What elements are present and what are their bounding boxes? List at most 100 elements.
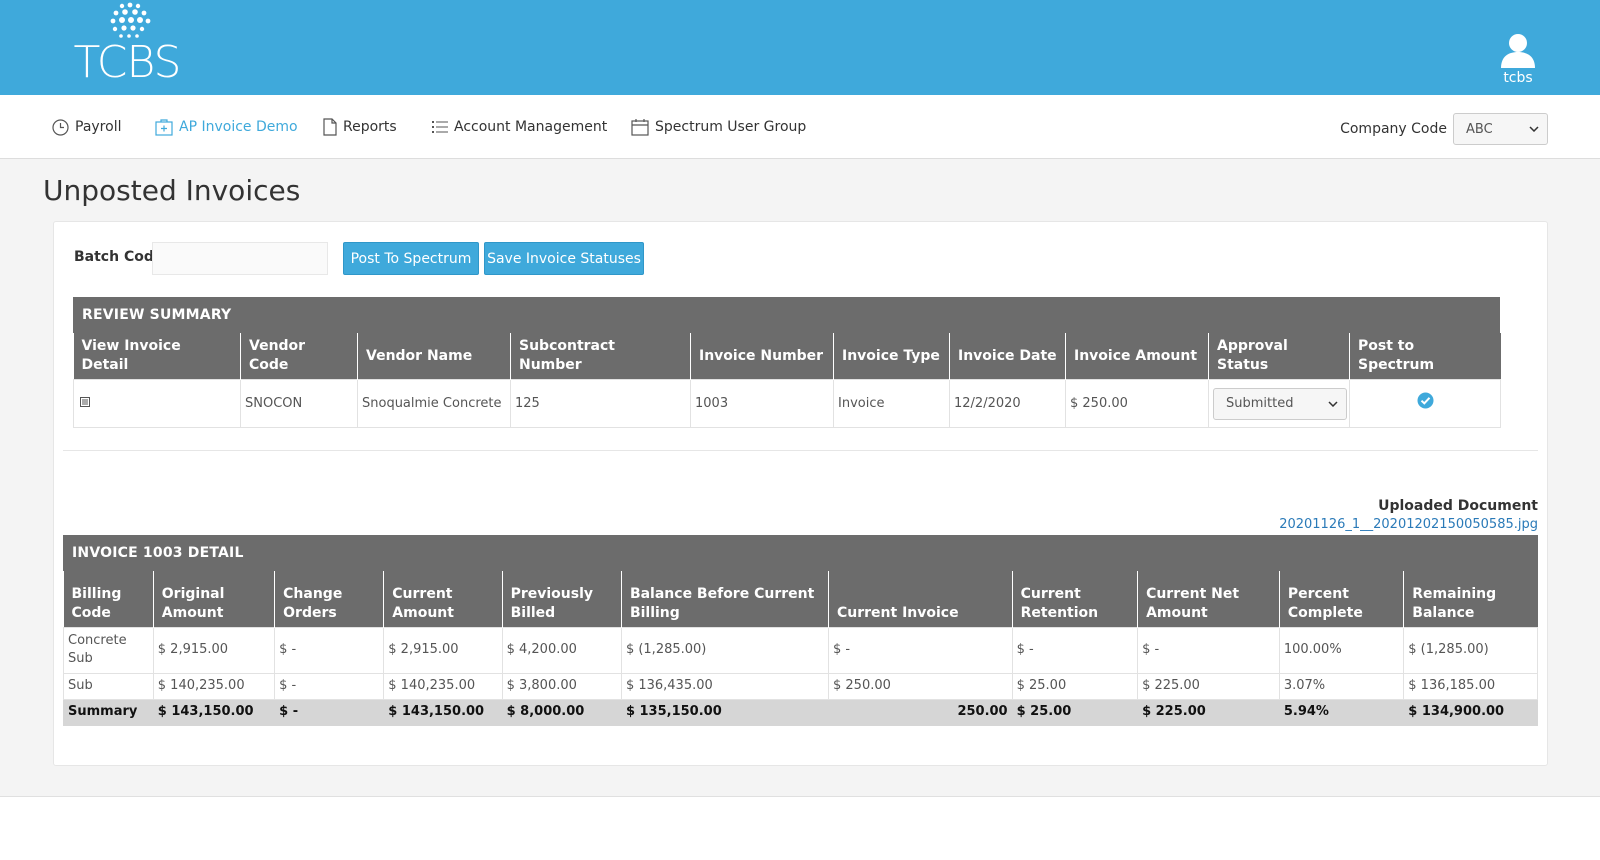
user-name: tcbs	[1503, 70, 1533, 86]
summary-cell: $ 135,150.00	[620, 698, 830, 726]
detail-cell: Concrete Sub	[63, 626, 154, 674]
user-menu[interactable]: tcbs	[1488, 32, 1548, 92]
detail-cell: $ (1,285.00)	[620, 626, 830, 674]
col-invoice-date: Invoice Date	[949, 333, 1066, 380]
invoice-plus-icon	[155, 118, 173, 136]
post-to-spectrum-button[interactable]: Post To Spectrum	[343, 242, 479, 275]
detail-cell: $ -	[274, 672, 385, 700]
nav-payroll-label: Payroll	[75, 119, 122, 135]
invoice-date-cell: 12/2/2020	[949, 379, 1066, 428]
section-divider	[63, 450, 1538, 451]
col-change-orders: Change Orders	[274, 571, 384, 627]
summary-cell: 250.00	[828, 698, 1013, 726]
batch-code-input[interactable]	[152, 242, 328, 275]
nav-account-management[interactable]: Account Management	[432, 113, 607, 141]
col-previously-billed: Previously Billed	[501, 571, 622, 627]
summary-cell: $ 134,900.00	[1403, 698, 1538, 726]
col-invoice-amount: Invoice Amount	[1065, 333, 1209, 380]
col-current-retention: Current Retention	[1011, 571, 1138, 627]
col-current-net-amount: Current Net Amount	[1137, 571, 1280, 627]
col-remaining-balance: Remaining Balance	[1403, 571, 1538, 627]
save-invoice-statuses-button[interactable]: Save Invoice Statuses	[484, 242, 644, 275]
detail-cell: $ 140,235.00	[383, 672, 503, 700]
document-icon	[323, 118, 337, 136]
col-balance-before-current-billing: Balance Before Current Billing	[620, 571, 829, 627]
detail-cell: 3.07%	[1278, 672, 1405, 700]
summary-cell: $ -	[274, 698, 385, 726]
nav-ap-invoice-demo-label: AP Invoice Demo	[179, 119, 298, 135]
logo-text: TCBS	[73, 37, 182, 88]
main-nav: Payroll AP Invoice Demo Reports Account …	[0, 95, 1600, 159]
detail-cell: $ 4,200.00	[501, 626, 622, 674]
vendor-code-cell: SNOCON	[240, 379, 358, 428]
col-invoice-number: Invoice Number	[690, 333, 834, 380]
review-summary-table: View Invoice Detail Vendor Code Vendor N…	[73, 333, 1501, 428]
summary-cell: $ 143,150.00	[383, 698, 503, 726]
batch-code-label: Batch Code	[74, 249, 164, 265]
view-detail-icon[interactable]	[80, 396, 90, 407]
col-approval-status: Approval Status	[1208, 333, 1350, 380]
uploaded-document-link[interactable]: 20201126_1__20201202150050585.jpg	[1279, 517, 1538, 532]
detail-cell: $ 25.00	[1011, 672, 1139, 700]
user-icon	[1501, 34, 1535, 68]
col-vendor-code: Vendor Code	[240, 333, 358, 380]
detail-cell: 100.00%	[1278, 626, 1405, 674]
detail-cell: $ 2,915.00	[383, 626, 503, 674]
table-row: Concrete Sub $ 2,915.00 $ - $ 2,915.00 $…	[63, 626, 1538, 674]
company-code-select[interactable]: ABC	[1453, 113, 1548, 145]
col-percent-complete: Percent Complete	[1278, 571, 1404, 627]
detail-cell: $ 136,185.00	[1403, 672, 1538, 700]
nav-spectrum-user-group[interactable]: Spectrum User Group	[631, 113, 806, 141]
summary-row: Summary $ 143,150.00 $ - $ 143,150.00 $ …	[63, 698, 1538, 726]
review-summary-title: REVIEW SUMMARY	[73, 297, 1500, 333]
check-circle-icon[interactable]	[1417, 392, 1434, 409]
invoice-detail-table: Billing Code Original Amount Change Orde…	[63, 571, 1538, 726]
col-invoice-type: Invoice Type	[833, 333, 950, 380]
page-title: Unposted Invoices	[43, 174, 301, 207]
nav-reports-label: Reports	[343, 119, 397, 135]
clock-icon	[52, 118, 69, 136]
company-code-label: Company Code	[1340, 121, 1447, 137]
uploaded-document-label: Uploaded Document	[1378, 498, 1538, 514]
company-code-value: ABC	[1466, 121, 1493, 137]
chevron-down-icon	[1529, 126, 1539, 132]
detail-cell: $ (1,285.00)	[1403, 626, 1538, 674]
approval-status-value: Submitted	[1226, 395, 1294, 411]
company-code-control: Company Code ABC	[1340, 113, 1548, 145]
vendor-name-cell: Snoqualmie Concrete	[357, 379, 511, 428]
table-row: SNOCON Snoqualmie Concrete 125 1003 Invo…	[73, 379, 1501, 428]
approval-status-select[interactable]: Submitted	[1213, 387, 1347, 420]
summary-cell: 5.94%	[1278, 698, 1405, 726]
detail-cell: $ 3,800.00	[501, 672, 622, 700]
detail-cell: $ 136,435.00	[620, 672, 830, 700]
nav-ap-invoice-demo[interactable]: AP Invoice Demo	[155, 113, 298, 141]
review-summary: REVIEW SUMMARY View Invoice Detail Vendo…	[73, 297, 1501, 428]
view-detail-cell	[73, 379, 241, 428]
nav-reports[interactable]: Reports	[323, 113, 397, 141]
summary-cell: $ 225.00	[1137, 698, 1280, 726]
summary-cell: $ 8,000.00	[501, 698, 622, 726]
detail-cell: $ 140,235.00	[152, 672, 276, 700]
col-current-amount: Current Amount	[383, 571, 503, 627]
col-current-invoice: Current Invoice	[828, 571, 1013, 627]
detail-header-row: Billing Code Original Amount Change Orde…	[63, 571, 1538, 627]
detail-cell: $ -	[1011, 626, 1139, 674]
nav-payroll[interactable]: Payroll	[52, 113, 121, 141]
summary-cell: $ 25.00	[1011, 698, 1139, 726]
post-to-spectrum-cell	[1349, 379, 1501, 428]
tcbs-logo[interactable]: TCBS	[72, 2, 182, 87]
logo-globe-icon	[110, 2, 151, 38]
nav-account-management-label: Account Management	[454, 119, 608, 135]
invoice-panel: Batch Code Post To Spectrum Save Invoice…	[53, 221, 1548, 766]
approval-status-cell: Submitted	[1208, 379, 1350, 428]
detail-cell: $ 225.00	[1137, 672, 1280, 700]
detail-cell: $ -	[1137, 626, 1280, 674]
list-icon	[432, 121, 448, 133]
chevron-down-icon	[1328, 400, 1338, 407]
detail-cell: Sub	[63, 672, 154, 700]
invoice-number-cell: 1003	[690, 379, 834, 428]
col-vendor-name: Vendor Name	[357, 333, 511, 380]
subcontract-cell: 125	[510, 379, 691, 428]
invoice-detail: INVOICE 1003 DETAIL Billing Code Origina…	[63, 535, 1538, 726]
calendar-icon	[631, 119, 649, 136]
